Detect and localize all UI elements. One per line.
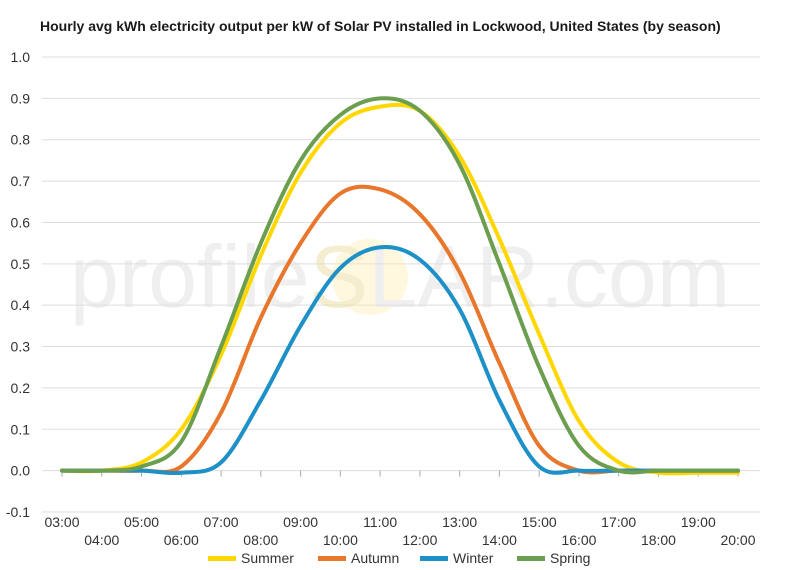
y-tick-label: 0.2 (11, 380, 31, 396)
y-tick-label: 0.0 (11, 463, 31, 479)
y-tick-label: -0.1 (6, 504, 30, 520)
legend-label-winter: Winter (453, 550, 494, 566)
chart-title: Hourly avg kWh electricity output per kW… (40, 18, 721, 34)
x-tick-label: 13:00 (442, 514, 477, 530)
x-tick-label: 07:00 (204, 514, 239, 530)
x-tick-label: 10:00 (323, 532, 358, 548)
gridlines (42, 56, 760, 513)
legend-swatch-autumn (318, 556, 346, 561)
x-tick-label: 12:00 (402, 532, 437, 548)
x-tick-label: 15:00 (522, 514, 557, 530)
x-tick-label: 08:00 (243, 532, 278, 548)
x-tick-label: 14:00 (482, 532, 517, 548)
y-tick-label: 0.5 (11, 256, 31, 272)
x-tick-label: 06:00 (164, 532, 199, 548)
series-lines (60, 96, 740, 476)
y-tick-label: 0.6 (11, 214, 31, 230)
watermark: profileSLAR.com (70, 227, 730, 326)
legend-label-autumn: Autumn (351, 550, 399, 566)
series-line-summer (60, 102, 740, 476)
x-tick-label: 09:00 (283, 514, 318, 530)
y-tick-label: 0.9 (11, 90, 31, 106)
y-tick-label: 0.1 (11, 421, 31, 437)
x-tick-label: 03:00 (44, 514, 79, 530)
legend-label-spring: Spring (550, 550, 590, 566)
legend-swatch-spring (517, 556, 545, 561)
y-tick-label: 0.8 (11, 132, 31, 148)
y-tick-label: 1.0 (11, 49, 31, 65)
x-tick-label: 19:00 (681, 514, 716, 530)
legend: Summer Autumn Winter Spring (208, 550, 590, 566)
legend-swatch-summer (208, 556, 236, 561)
watermark-text: profileSLAR.com (70, 227, 730, 326)
series-line-spring (60, 96, 740, 475)
y-tick-label: 0.7 (11, 173, 31, 189)
x-tick-label: 11:00 (363, 514, 397, 530)
y-tick-label: 0.3 (11, 339, 31, 355)
x-tick-label: 04:00 (84, 532, 119, 548)
legend-label-summer: Summer (241, 550, 294, 566)
y-axis-ticks: -0.1 0.0 0.1 0.2 0.3 0.4 0.5 0.6 0.7 0.8 0.9 1.0 (6, 49, 30, 520)
y-tick-label: 0.4 (11, 297, 31, 313)
legend-swatch-winter (420, 556, 448, 561)
x-tick-label: 20:00 (720, 532, 755, 548)
x-tick-label: 18:00 (641, 532, 676, 548)
x-tick-label: 17:00 (601, 514, 636, 530)
x-tick-label: 05:00 (124, 514, 159, 530)
x-tick-label: 16:00 (561, 532, 596, 548)
